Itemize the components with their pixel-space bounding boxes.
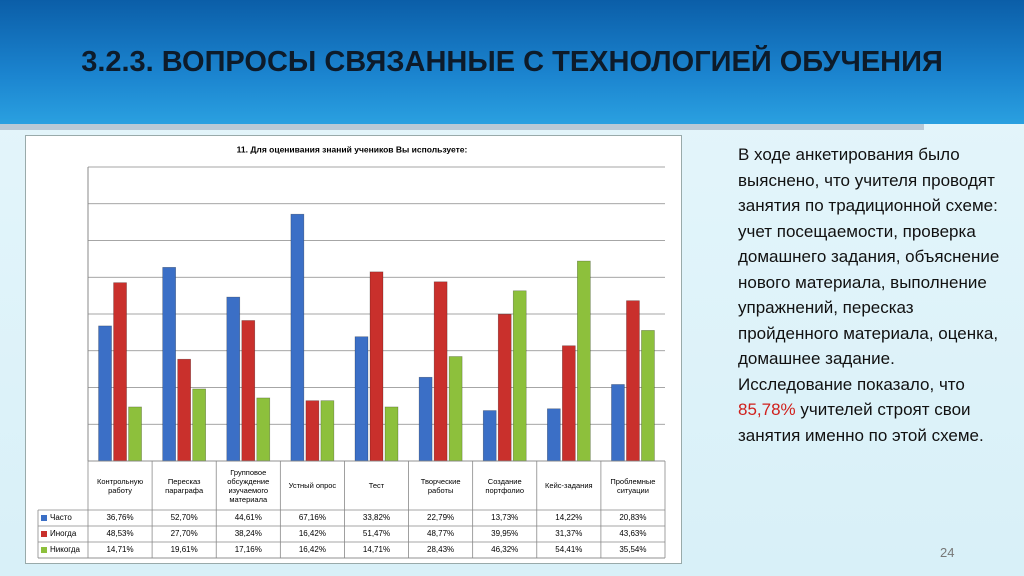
data-label: 28,43% [427, 545, 454, 554]
text: В ходе анкетирования было выяснено, что … [738, 145, 1000, 394]
category-cell: Пересказ параграфа [165, 476, 204, 495]
category-cell: Создание портфолио [485, 476, 524, 495]
bar [384, 406, 399, 462]
legend-key [41, 531, 47, 537]
data-label: 31,37% [555, 529, 582, 538]
chart-title: 11. Для оценивания знаний учеников Вы ис… [237, 144, 468, 154]
paragraph: В ходе анкетирования было выяснено, что … [738, 142, 1010, 448]
data-label: 52,70% [171, 513, 198, 522]
header-band [0, 0, 1024, 124]
category-cell: Творческие работы [420, 476, 461, 495]
bar [562, 345, 576, 462]
page-number: 24 [940, 545, 955, 560]
data-label: 16,42% [299, 545, 326, 554]
x-tick-label: Творческие работы [420, 476, 461, 495]
x-tick-label: Групповое обсуждение изучаемого материал… [227, 467, 270, 504]
bar [192, 388, 206, 462]
data-label: 44,61% [235, 513, 262, 522]
x-tick-label: Создание портфолио [485, 476, 524, 495]
category-cell: Устный опрос [288, 481, 337, 490]
data-label: 67,16% [299, 513, 326, 522]
data-label: 39,95% [491, 529, 518, 538]
legend-label: Часто [50, 513, 72, 522]
bar [433, 281, 448, 462]
x-tick-label: Проблемные ситуации [610, 476, 656, 495]
data-label: 43,63% [619, 529, 646, 538]
bar [482, 410, 497, 462]
x-tick-label: Тест [368, 481, 385, 490]
data-label: 46,32% [491, 545, 518, 554]
highlight: 85,78% [738, 400, 796, 419]
bar [369, 271, 384, 462]
header-line [0, 124, 924, 130]
bar [577, 260, 591, 462]
bar [320, 400, 335, 462]
category-cell: Групповое обсуждение изучаемого материал… [227, 467, 270, 504]
data-label: 14,71% [363, 545, 390, 554]
data-label: 27,70% [171, 529, 198, 538]
bar [305, 400, 320, 462]
data-label: 51,47% [363, 529, 390, 538]
bar [448, 356, 463, 462]
bar [626, 300, 640, 462]
data-label: 36,76% [106, 513, 133, 522]
data-label: 48,77% [427, 529, 454, 538]
bar [98, 325, 112, 462]
bar [290, 213, 305, 462]
x-tick-label: Пересказ параграфа [165, 476, 204, 495]
legend-key [41, 515, 47, 521]
x-tick-label: Контрольную работу [97, 476, 144, 495]
slide-title: 3.2.3. ВОПРОСЫ СВЯЗАННЫЕ С ТЕХНОЛОГИЕЙ О… [81, 46, 943, 78]
data-label: 54,41% [555, 545, 582, 554]
bar [241, 320, 256, 462]
bar [512, 290, 527, 462]
x-tick-label: Устный опрос [288, 481, 337, 490]
bar [226, 296, 241, 462]
bar [162, 267, 176, 462]
data-label: 38,24% [235, 529, 262, 538]
data-label: 48,53% [106, 529, 133, 538]
data-label: 20,83% [619, 513, 646, 522]
bar [128, 406, 142, 462]
data-label: 33,82% [363, 513, 390, 522]
data-label: 13,73% [491, 513, 518, 522]
x-tick-label: Кейс-задания [545, 481, 593, 490]
bar [547, 408, 561, 462]
bar [497, 313, 512, 462]
data-label: 22,79% [427, 513, 454, 522]
bar [177, 358, 191, 462]
bar [113, 282, 127, 462]
data-label: 17,16% [235, 545, 262, 554]
legend-key [41, 547, 47, 553]
category-cell: Контрольную работу [97, 476, 144, 495]
data-label: 19,61% [171, 545, 198, 554]
data-label: 14,71% [106, 545, 133, 554]
category-cell: Проблемные ситуации [610, 476, 656, 495]
legend-label: Иногда [50, 529, 77, 538]
bar [256, 397, 271, 462]
category-cell: Тест [368, 481, 385, 490]
data-label: 16,42% [299, 529, 326, 538]
bar [418, 376, 433, 462]
text: учителей строят свои занятия именно по э… [738, 400, 984, 445]
data-label: 35,54% [619, 545, 646, 554]
data-label: 14,22% [555, 513, 582, 522]
category-cell: Кейс-задания [545, 481, 593, 490]
legend-label: Никогда [50, 545, 81, 554]
bar [641, 330, 655, 462]
bar [611, 384, 625, 462]
bar [354, 336, 369, 462]
